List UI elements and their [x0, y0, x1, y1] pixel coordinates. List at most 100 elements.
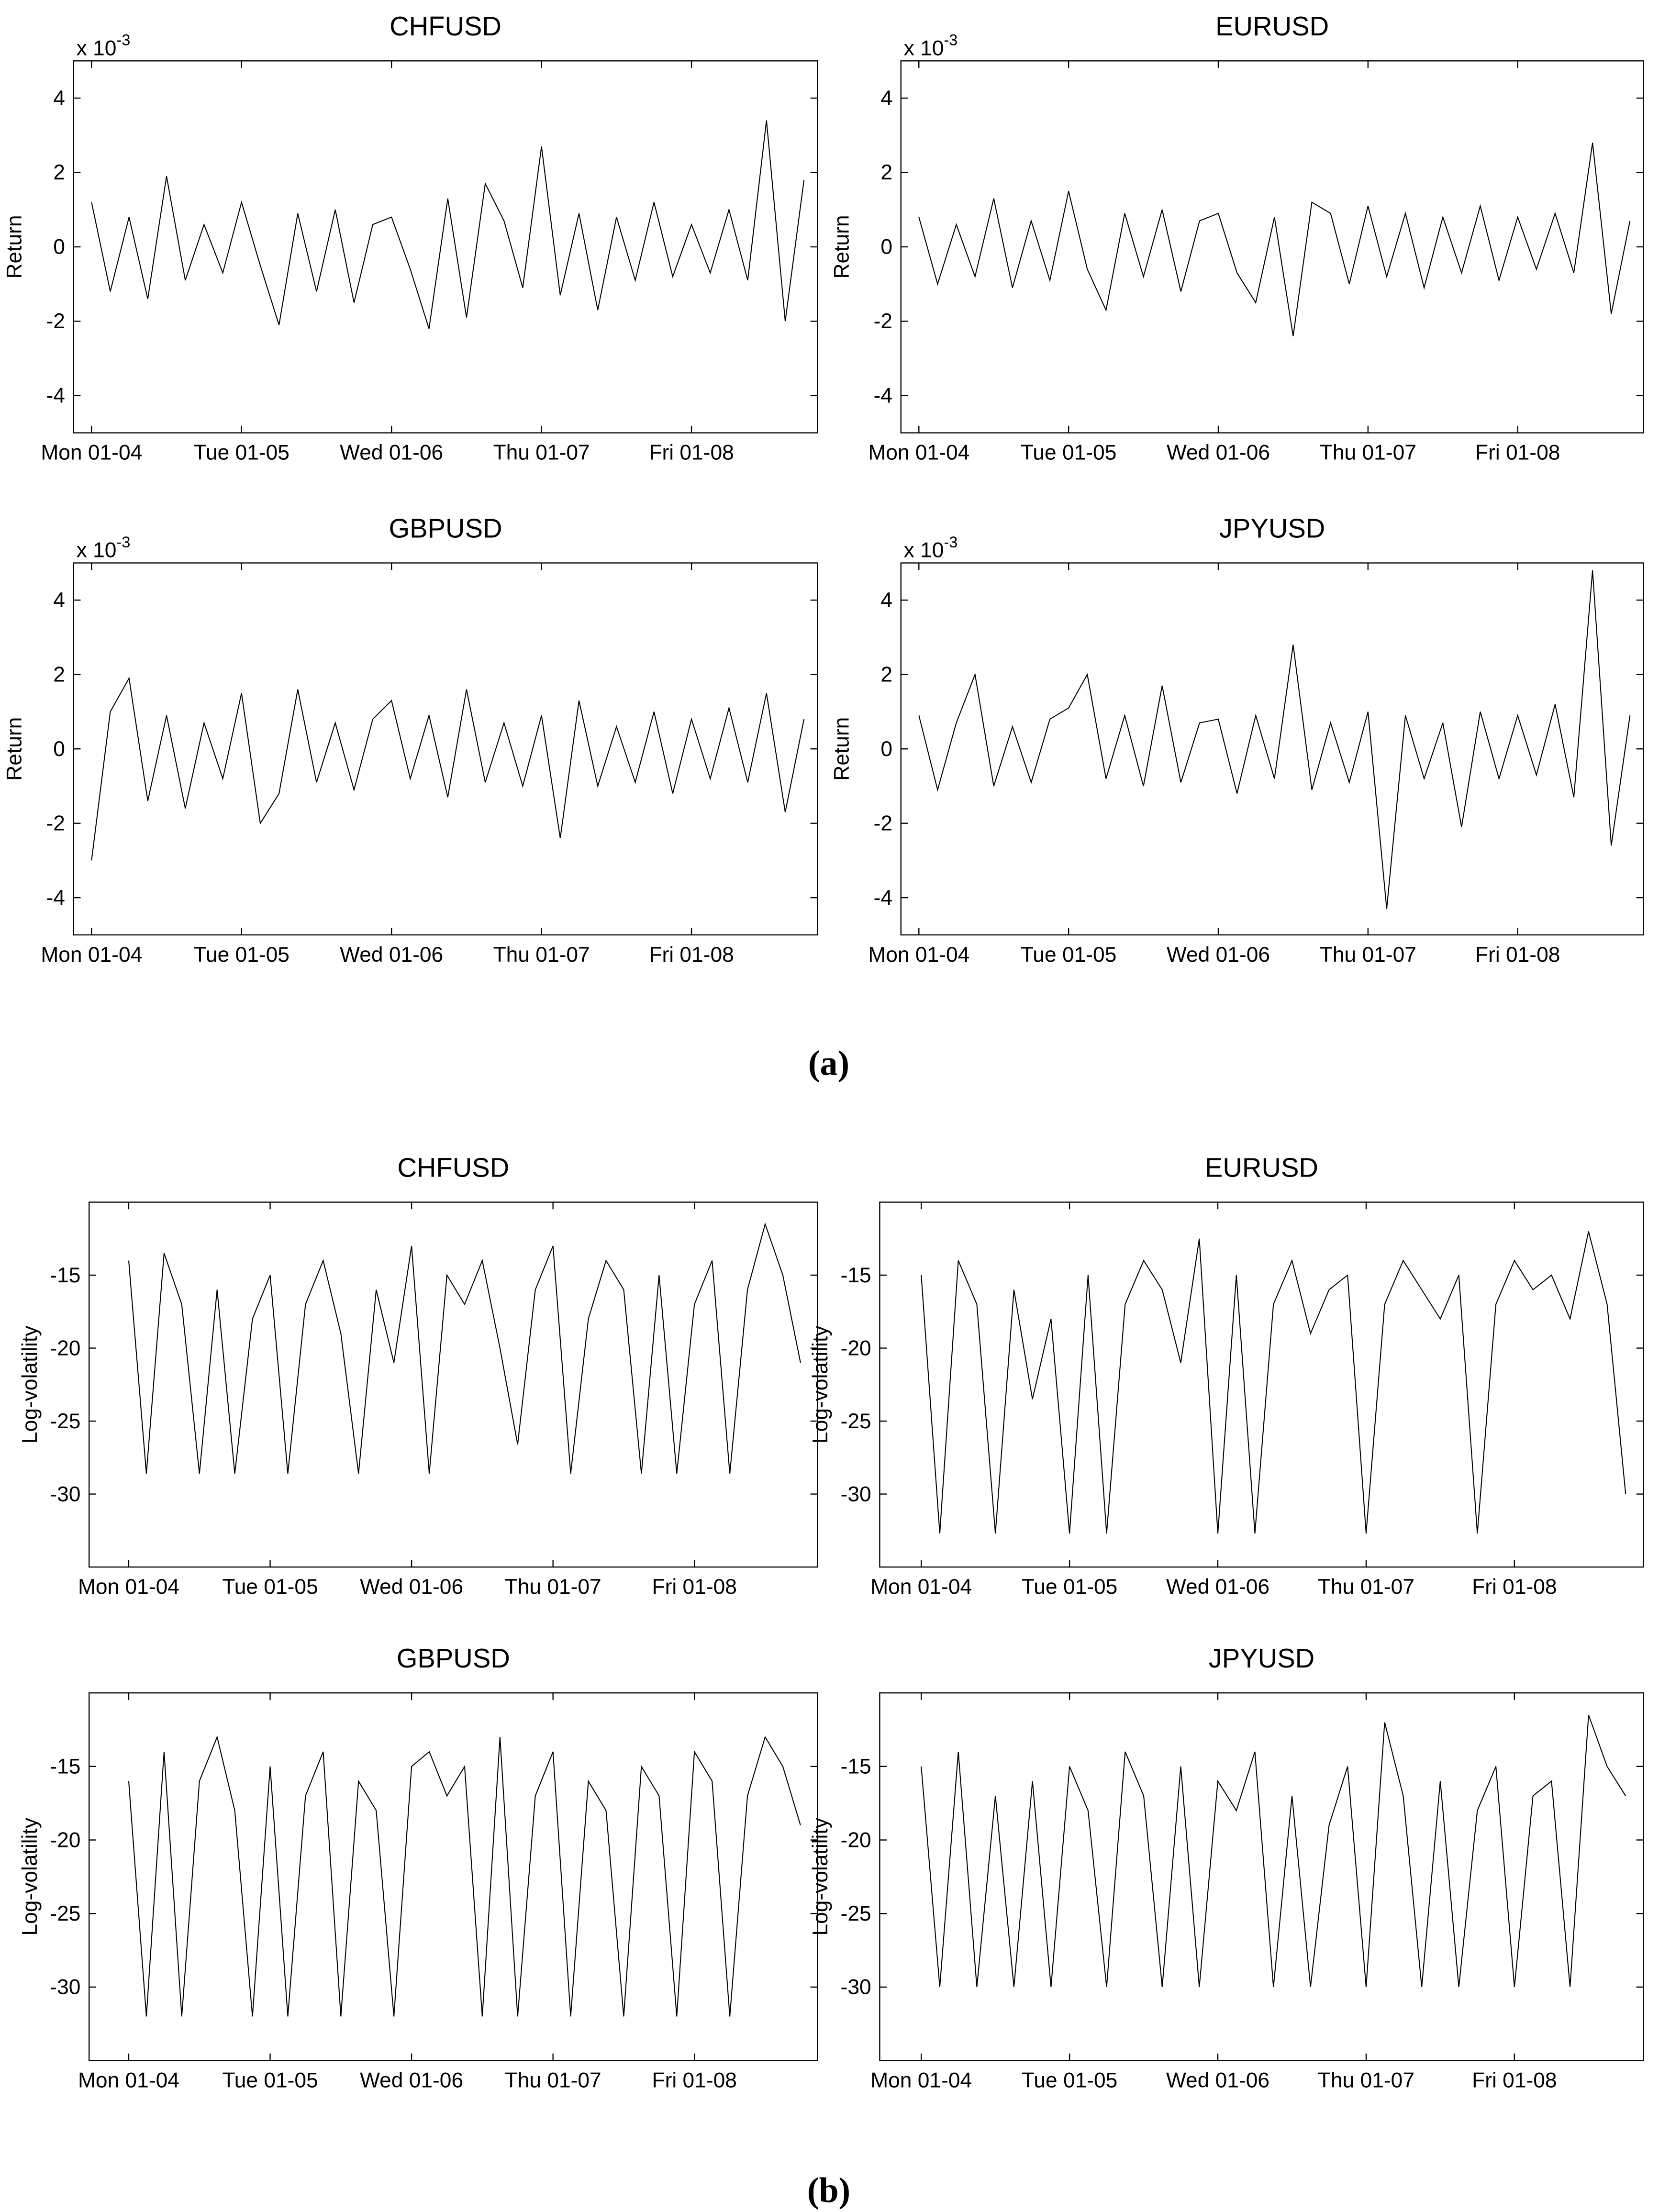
- x-tick-label: Mon 01-04: [868, 441, 969, 465]
- x-tick-label: Mon 01-04: [78, 1575, 179, 1599]
- y-axis-label: Log-volatility: [809, 1817, 832, 1935]
- y-tick-label: -15: [50, 1755, 80, 1778]
- y-axis-label: Return: [830, 717, 853, 781]
- y-multiplier-base: x 10: [77, 36, 117, 60]
- x-tick-label: Tue 01-05: [222, 1575, 318, 1599]
- y-tick-label: -15: [50, 1264, 80, 1287]
- chart-title: EURUSD: [1205, 1152, 1318, 1182]
- y-tick-label: -25: [841, 1902, 871, 1925]
- y-tick-label: -20: [50, 1828, 80, 1852]
- series-line: [921, 1231, 1626, 1534]
- y-tick-label: 2: [880, 663, 892, 687]
- y-tick-label: -20: [50, 1336, 80, 1360]
- y-tick-label: -30: [50, 1482, 80, 1506]
- y-tick-label: 0: [880, 737, 892, 761]
- x-tick-label: Wed 01-06: [1166, 2069, 1269, 2092]
- panel-label: (a): [808, 1043, 849, 1082]
- plot-area: [900, 60, 1644, 434]
- x-tick-label: Thu 01-07: [1318, 2069, 1414, 2092]
- plot-area: [73, 562, 818, 936]
- y-tick-label: -2: [874, 811, 892, 835]
- y-tick-label: -15: [841, 1755, 871, 1778]
- chart-title: GBPUSD: [397, 1643, 510, 1673]
- x-tick-label: Fri 01-08: [649, 943, 734, 967]
- y-tick-label: -30: [841, 1976, 871, 1999]
- series-line: [128, 1222, 801, 1474]
- panel-label: (b): [807, 2170, 850, 2210]
- y-axis-label: Return: [2, 215, 26, 278]
- x-tick-label: Fri 01-08: [1472, 2069, 1557, 2092]
- y-multiplier-exponent: -3: [944, 534, 958, 551]
- x-tick-label: Mon 01-04: [78, 2069, 179, 2092]
- y-tick-label: 4: [880, 589, 892, 612]
- y-axis-label: Return: [830, 215, 853, 278]
- y-tick-label: 4: [53, 87, 65, 110]
- y-tick-label: -15: [841, 1264, 871, 1287]
- chart-title: JPYUSD: [1209, 1643, 1315, 1673]
- y-multiplier-base: x 10: [904, 539, 944, 562]
- y-tick-label: 0: [880, 235, 892, 259]
- y-tick-label: -25: [50, 1410, 80, 1433]
- y-multiplier-exponent: -3: [116, 32, 130, 49]
- x-tick-label: Fri 01-08: [652, 1575, 737, 1599]
- y-axis-label: Log-volatility: [18, 1817, 42, 1935]
- x-tick-label: Tue 01-05: [1022, 2069, 1117, 2092]
- chart-title: JPYUSD: [1219, 513, 1325, 543]
- x-tick-label: Tue 01-05: [1022, 1575, 1117, 1599]
- y-tick-label: -4: [46, 384, 65, 408]
- x-tick-label: Thu 01-07: [493, 441, 590, 465]
- x-tick-label: Wed 01-06: [360, 1575, 463, 1599]
- y-tick-label: -20: [841, 1336, 871, 1360]
- x-tick-label: Mon 01-04: [868, 943, 969, 967]
- x-tick-label: Wed 01-06: [340, 943, 443, 967]
- y-tick-label: 2: [880, 161, 892, 184]
- x-tick-label: Mon 01-04: [870, 2069, 972, 2092]
- y-tick-label: -20: [841, 1828, 871, 1852]
- y-tick-label: -4: [874, 886, 892, 910]
- chart-title: CHFUSD: [397, 1152, 509, 1182]
- y-tick-label: 4: [880, 87, 892, 110]
- y-tick-label: -25: [50, 1902, 80, 1925]
- x-tick-label: Tue 01-05: [194, 441, 289, 465]
- y-multiplier-exponent: -3: [116, 534, 130, 551]
- x-tick-label: Tue 01-05: [222, 2069, 318, 2092]
- x-tick-label: Fri 01-08: [1475, 943, 1560, 967]
- series-line: [921, 1714, 1626, 1987]
- plot-area: [89, 1692, 818, 2061]
- y-multiplier-base: x 10: [77, 539, 117, 562]
- plot-area: [879, 1201, 1644, 1568]
- y-tick-label: -4: [46, 886, 65, 910]
- y-multiplier: x 10-3: [904, 534, 958, 562]
- chart-title: EURUSD: [1215, 11, 1329, 41]
- x-tick-label: Thu 01-07: [1318, 1575, 1414, 1599]
- x-tick-label: Thu 01-07: [493, 943, 590, 967]
- x-tick-label: Mon 01-04: [41, 441, 142, 465]
- x-tick-label: Tue 01-05: [1021, 441, 1116, 465]
- x-tick-label: Tue 01-05: [1021, 943, 1116, 967]
- y-tick-label: -30: [841, 1482, 871, 1506]
- y-tick-label: -2: [874, 310, 892, 333]
- x-tick-label: Fri 01-08: [652, 2069, 737, 2092]
- y-tick-label: -2: [46, 811, 65, 835]
- x-tick-label: Mon 01-04: [41, 943, 142, 967]
- x-tick-label: Wed 01-06: [1166, 1575, 1269, 1599]
- y-tick-label: -4: [874, 384, 892, 408]
- y-tick-label: -25: [841, 1410, 871, 1433]
- y-tick-label: -30: [50, 1976, 80, 1999]
- x-tick-label: Tue 01-05: [194, 943, 289, 967]
- chart-title: CHFUSD: [390, 11, 501, 41]
- x-tick-label: Fri 01-08: [1475, 441, 1560, 465]
- series-line: [91, 677, 805, 861]
- x-tick-label: Thu 01-07: [505, 2069, 601, 2092]
- x-tick-label: Wed 01-06: [1167, 441, 1270, 465]
- y-tick-label: 0: [53, 737, 65, 761]
- series-line: [918, 570, 1631, 909]
- plot-area: [73, 60, 818, 434]
- y-axis-label: Return: [2, 717, 26, 781]
- y-multiplier-exponent: -3: [944, 32, 958, 49]
- x-tick-label: Wed 01-06: [340, 441, 443, 465]
- x-tick-label: Thu 01-07: [1320, 441, 1416, 465]
- plot-area: [879, 1692, 1644, 2061]
- y-tick-label: 2: [53, 161, 65, 184]
